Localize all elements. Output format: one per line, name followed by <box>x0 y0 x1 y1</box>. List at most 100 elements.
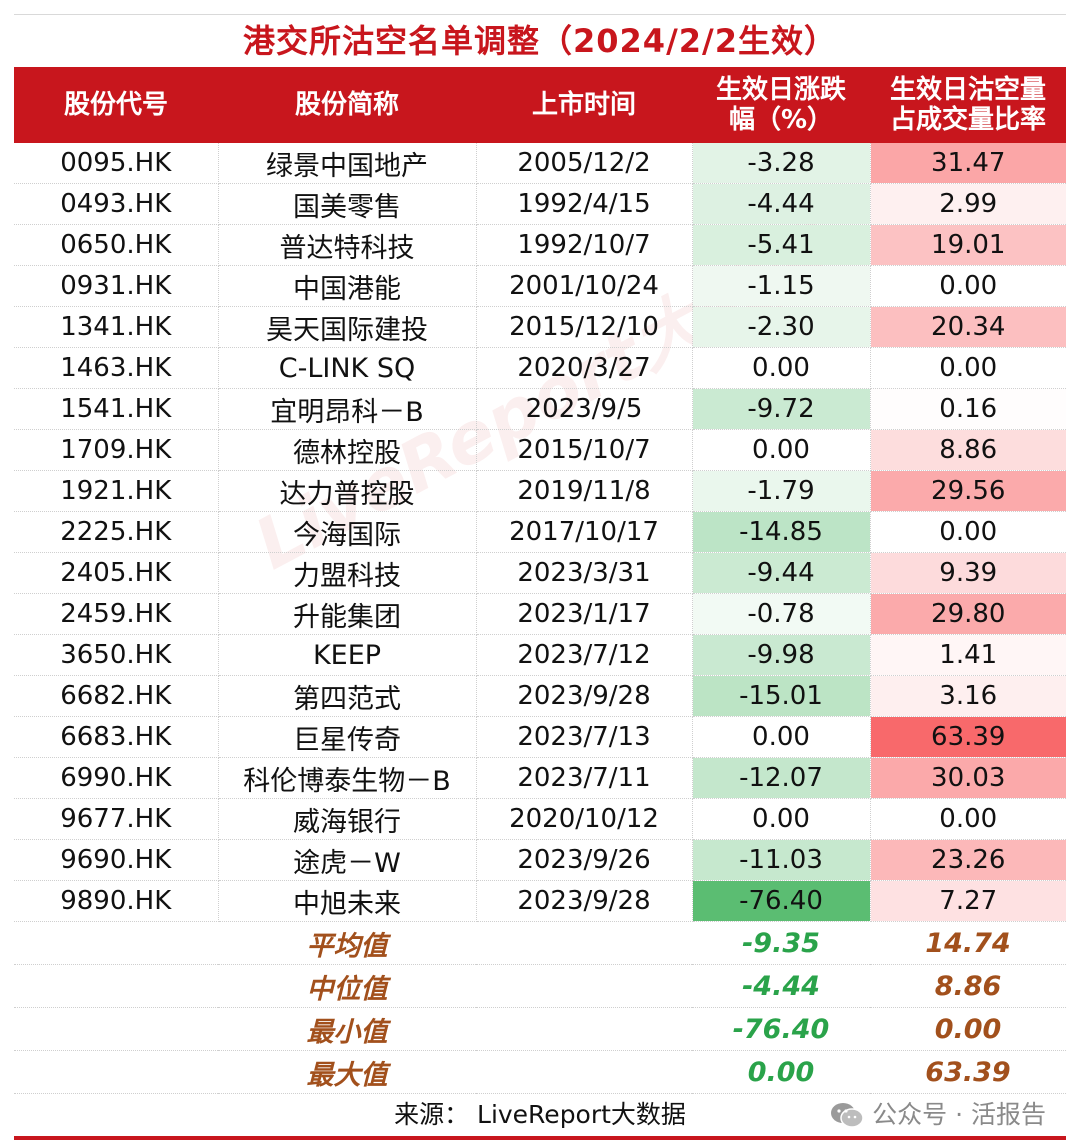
stats-change: 0.00 <box>692 1050 870 1094</box>
table-body: 0095.HK 绿景中国地产 2005/12/2 -3.28 31.47 0493.HK 国… <box>14 143 1066 922</box>
cell-code: 6682.HK <box>14 675 219 717</box>
stats-change: -76.40 <box>692 1007 870 1051</box>
cell-date: 2019/11/8 <box>476 470 693 512</box>
cell-date: 2005/12/2 <box>476 143 693 184</box>
wechat-icon <box>831 1103 864 1128</box>
cell-code: 1463.HK <box>14 347 219 389</box>
cell-date: 2023/9/26 <box>476 839 693 881</box>
cell-name: 德林控股 <box>218 429 477 471</box>
cell-code: 9677.HK <box>14 798 219 840</box>
stats-change: -4.44 <box>692 964 870 1008</box>
stats-spacer <box>14 1050 218 1094</box>
cell-short: 7.27 <box>870 880 1066 922</box>
stats-short: 0.00 <box>870 1007 1066 1051</box>
cell-short: 19.01 <box>870 224 1066 266</box>
table-row: 2405.HK 力盟科技 2023/3/31 -9.44 9.39 <box>14 552 1066 594</box>
cell-code: 1341.HK <box>14 306 219 348</box>
stats-spacer <box>476 964 692 1008</box>
cell-date: 2023/7/12 <box>476 634 693 676</box>
cell-name: 今海国际 <box>218 511 477 553</box>
stats-row: 中位值 -4.44 8.86 <box>14 964 1066 1008</box>
cell-change: -15.01 <box>692 675 871 717</box>
stats-short: 63.39 <box>870 1050 1066 1094</box>
cell-code: 6683.HK <box>14 716 219 758</box>
cell-name: 途虎－W <box>218 839 477 881</box>
table-row: 6683.HK 巨星传奇 2023/7/13 0.00 63.39 <box>14 716 1066 758</box>
cell-date: 2023/9/5 <box>476 388 693 430</box>
cell-date: 2023/7/13 <box>476 716 693 758</box>
cell-code: 0931.HK <box>14 265 219 307</box>
cell-change: -9.72 <box>692 388 871 430</box>
cell-date: 2023/9/28 <box>476 675 693 717</box>
header-name: 股份简称 <box>218 67 476 143</box>
cell-name: 中旭未来 <box>218 880 477 922</box>
cell-short: 0.00 <box>870 798 1066 840</box>
cell-date: 2015/10/7 <box>476 429 693 471</box>
cell-change: -11.03 <box>692 839 871 881</box>
cell-date: 2020/10/12 <box>476 798 693 840</box>
page-title: 港交所沽空名单调整（2024/2/2生效） <box>14 14 1066 67</box>
table-row: 1541.HK 宜明昂科－B 2023/9/5 -9.72 0.16 <box>14 388 1066 430</box>
cell-date: 2015/12/10 <box>476 306 693 348</box>
cell-date: 2023/1/17 <box>476 593 693 635</box>
table-row: 6682.HK 第四范式 2023/9/28 -15.01 3.16 <box>14 675 1066 717</box>
cell-short: 9.39 <box>870 552 1066 594</box>
stats-spacer <box>476 921 692 965</box>
header-date: 上市时间 <box>476 67 692 143</box>
cell-date: 1992/4/15 <box>476 183 693 225</box>
cell-code: 1709.HK <box>14 429 219 471</box>
wechat-badge: 公众号 · 活报告 <box>830 1094 1046 1136</box>
cell-code: 0650.HK <box>14 224 219 266</box>
header-change: 生效日涨跌 幅（%） <box>692 67 870 143</box>
report-sheet: 港交所沽空名单调整（2024/2/2生效） 股份代号 股份简称 上市时间 生效日… <box>14 14 1066 1140</box>
cell-short: 0.00 <box>870 347 1066 389</box>
cell-change: -9.98 <box>692 634 871 676</box>
table-row: 1463.HK C-LINK SQ 2020/3/27 0.00 0.00 <box>14 347 1066 389</box>
cell-name: 达力普控股 <box>218 470 477 512</box>
table-row: 1921.HK 达力普控股 2019/11/8 -1.79 29.56 <box>14 470 1066 512</box>
stats-spacer <box>14 921 218 965</box>
stats-spacer <box>14 1007 218 1051</box>
stats-short: 8.86 <box>870 964 1066 1008</box>
short-list-table: 股份代号 股份简称 上市时间 生效日涨跌 幅（%） 生效日沽空量 占成交量比率 00… <box>14 67 1066 1094</box>
stats-label: 平均值 <box>218 921 476 965</box>
cell-short: 3.16 <box>870 675 1066 717</box>
cell-code: 9690.HK <box>14 839 219 881</box>
cell-short: 0.16 <box>870 388 1066 430</box>
table-row: 9690.HK 途虎－W 2023/9/26 -11.03 23.26 <box>14 839 1066 881</box>
cell-name: 中国港能 <box>218 265 477 307</box>
cell-date: 2001/10/24 <box>476 265 693 307</box>
cell-code: 1541.HK <box>14 388 219 430</box>
table-row: 0095.HK 绿景中国地产 2005/12/2 -3.28 31.47 <box>14 143 1066 184</box>
cell-change: 0.00 <box>692 716 871 758</box>
header-code: 股份代号 <box>14 67 218 143</box>
cell-name: 力盟科技 <box>218 552 477 594</box>
cell-name: 科伦博泰生物－B <box>218 757 477 799</box>
cell-short: 2.99 <box>870 183 1066 225</box>
cell-change: -2.30 <box>692 306 871 348</box>
stats-spacer <box>476 1007 692 1051</box>
table-row: 6990.HK 科伦博泰生物－B 2023/7/11 -12.07 30.03 <box>14 757 1066 799</box>
cell-change: 0.00 <box>692 798 871 840</box>
stats-row: 平均值 -9.35 14.74 <box>14 921 1066 965</box>
table-header: 股份代号 股份简称 上市时间 生效日涨跌 幅（%） 生效日沽空量 占成交量比率 <box>14 67 1066 143</box>
cell-change: -1.15 <box>692 265 871 307</box>
cell-code: 2405.HK <box>14 552 219 594</box>
cell-short: 20.34 <box>870 306 1066 348</box>
stats-spacer <box>476 1050 692 1094</box>
cell-short: 30.03 <box>870 757 1066 799</box>
cell-short: 1.41 <box>870 634 1066 676</box>
table-row: 2459.HK 升能集团 2023/1/17 -0.78 29.80 <box>14 593 1066 635</box>
cell-change: 0.00 <box>692 429 871 471</box>
table-row: 1341.HK 昊天国际建投 2015/12/10 -2.30 20.34 <box>14 306 1066 348</box>
cell-change: -14.85 <box>692 511 871 553</box>
table-row: 3650.HK KEEP 2023/7/12 -9.98 1.41 <box>14 634 1066 676</box>
header-short: 生效日沽空量 占成交量比率 <box>870 67 1066 143</box>
cell-date: 2017/10/17 <box>476 511 693 553</box>
source-bar: 来源： LiveReport大数据 公众号 · 活报告 <box>14 1094 1066 1140</box>
table-row: 0931.HK 中国港能 2001/10/24 -1.15 0.00 <box>14 265 1066 307</box>
source-text: 来源： LiveReport大数据 <box>394 1100 686 1129</box>
cell-name: KEEP <box>218 634 477 676</box>
cell-date: 2023/3/31 <box>476 552 693 594</box>
header-line: 幅（%） <box>728 105 834 135</box>
